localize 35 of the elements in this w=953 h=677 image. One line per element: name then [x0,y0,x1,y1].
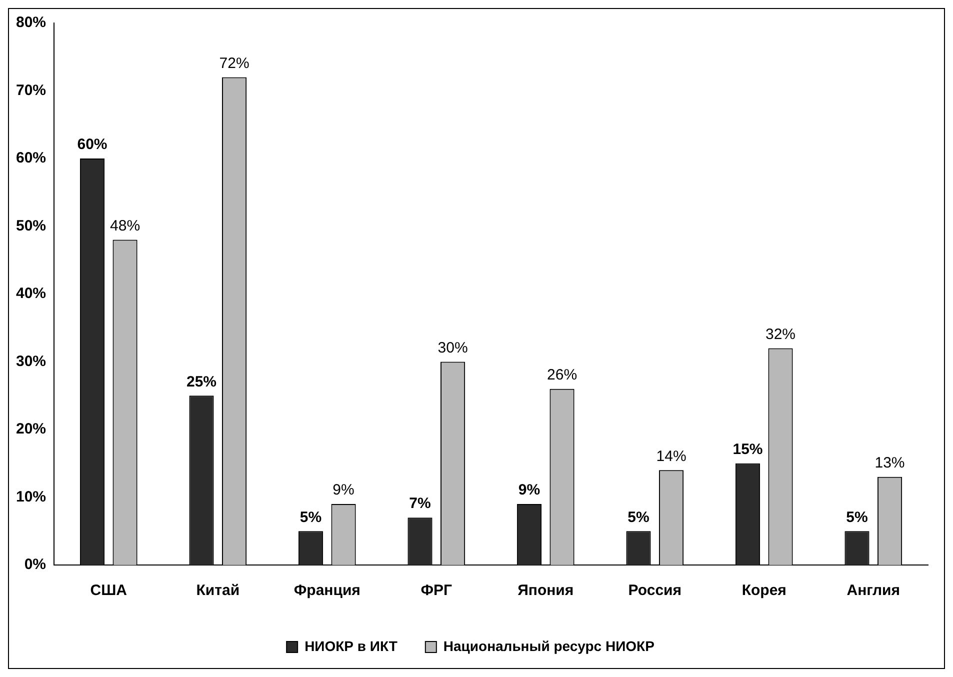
y-tick-label: 80% [16,14,46,32]
y-tick-label: 20% [16,420,46,438]
legend-label: Национальный ресурс НИОКР [443,638,654,654]
x-tick-label: Россия [628,582,682,600]
y-tick-label: 50% [16,217,46,234]
data-label: 5% [846,508,868,526]
x-tick-label: Япония [518,582,574,600]
y-tick-label: 30% [16,352,46,370]
data-label: 5% [628,508,650,526]
data-label: 26% [547,366,578,384]
legend-label: НИОКР в ИКТ [304,638,398,654]
y-tick-label: 60% [16,150,46,167]
data-label: 32% [766,326,796,343]
y-tick-label: 0% [24,556,46,574]
x-tick-label: Корея [742,582,786,600]
data-label: 14% [656,448,686,465]
y-tick-label: 70% [16,82,46,99]
data-label: 48% [110,217,140,234]
x-tick-label: Франция [294,582,360,600]
data-label: 13% [874,454,905,472]
y-tick-label: 10% [16,488,46,506]
data-label: 60% [77,136,108,154]
x-tick-label: Англия [846,582,900,600]
data-label: 5% [300,508,322,526]
y-tick-label: 40% [16,285,46,302]
data-label: 15% [732,441,763,458]
x-tick-label: Китай [196,582,240,600]
data-label: 25% [186,373,217,390]
x-tick-label: США [90,582,128,600]
data-label: 9% [332,482,354,499]
data-label: 7% [409,495,431,512]
data-label: 72% [219,54,250,72]
data-label: 30% [438,339,468,356]
x-tick-label: ФРГ [420,582,453,600]
data-label: 9% [518,482,540,499]
